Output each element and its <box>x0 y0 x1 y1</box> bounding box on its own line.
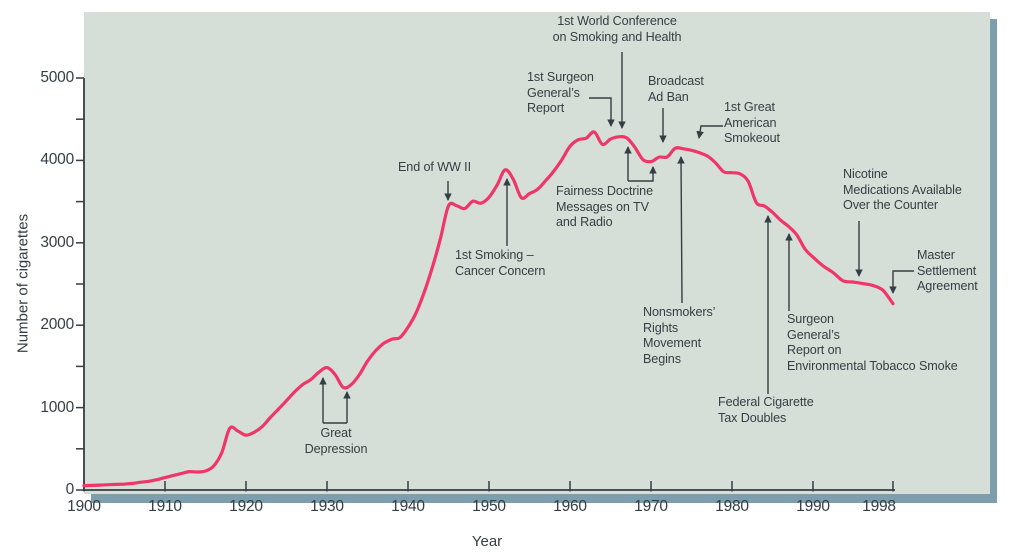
first-surgeon-generals-report-label: 1st Surgeon General’s Report <box>527 70 594 115</box>
consumption-line <box>82 130 895 488</box>
x-tick-label: 1920 <box>229 498 263 515</box>
x-tick-label: 1990 <box>796 498 830 515</box>
y-tick-label: 2000 <box>40 316 74 334</box>
x-tick-label: 1940 <box>391 498 425 515</box>
broadcast-ad-ban-label: Broadcast Ad Ban <box>648 74 704 104</box>
first-surgeon-generals-report-arrow <box>589 97 615 127</box>
x-tick-label: 1930 <box>310 498 344 515</box>
plot-panel <box>84 12 990 494</box>
y-tick-label: 5000 <box>40 69 74 86</box>
y-tick-label: 0 <box>65 481 75 498</box>
x-tick-label: 1900 <box>67 498 101 515</box>
nonsmokers-rights-movement-arrow <box>677 156 685 304</box>
first-smoking-cancer-concern-label: 1st Smoking – Cancer Concern <box>455 248 546 278</box>
fairness-doctrine-arrow <box>628 166 657 182</box>
y-tick-label: 3000 <box>40 233 74 251</box>
first-great-american-smokeout-arrow <box>696 125 723 139</box>
great-depression-label: Great Depression <box>304 426 368 456</box>
axes <box>76 77 895 492</box>
nicotine-medications-otc-label: Nicotine Medications Available Over the … <box>843 167 962 212</box>
x-tick-label: 1960 <box>553 498 587 515</box>
federal-cigarette-tax-doubles-label: Federal Cigarette Tax Doubles <box>718 395 814 425</box>
y-tick-label: 4000 <box>40 151 74 169</box>
fairness-doctrine-label: Fairness Doctrine Messages on TV and Rad… <box>556 184 653 229</box>
y-tick-label: 1000 <box>40 398 74 416</box>
x-tick-label: 1910 <box>148 498 182 515</box>
master-settlement-agreement-arrow <box>889 270 914 294</box>
nonsmokers-rights-movement-label: Nonsmokers’ Rights Movement Begins <box>643 305 716 366</box>
x-tick-label: 1980 <box>715 498 749 515</box>
master-settlement-agreement-label: Master Settlement Agreement <box>917 248 978 293</box>
annotation-arrows <box>319 52 914 424</box>
sg-report-environmental-tobacco-smoke-label: Surgeon General’s Report on Environmenta… <box>787 312 958 373</box>
consumption-curve <box>82 130 895 488</box>
y-axis-title: Number of cigarettes <box>14 213 32 354</box>
x-tick-label: 1998 <box>862 498 896 515</box>
x-axis-title: Year <box>471 533 503 550</box>
x-tick-label: 1970 <box>634 498 668 515</box>
x-tick-label: 1950 <box>472 498 506 515</box>
first-world-conference-label: 1st World Conference on Smoking and Heal… <box>552 14 682 44</box>
first-great-american-smokeout-label: 1st Great American Smokeout <box>724 100 780 145</box>
end-of-ww2-label: End of WW II <box>398 160 471 174</box>
